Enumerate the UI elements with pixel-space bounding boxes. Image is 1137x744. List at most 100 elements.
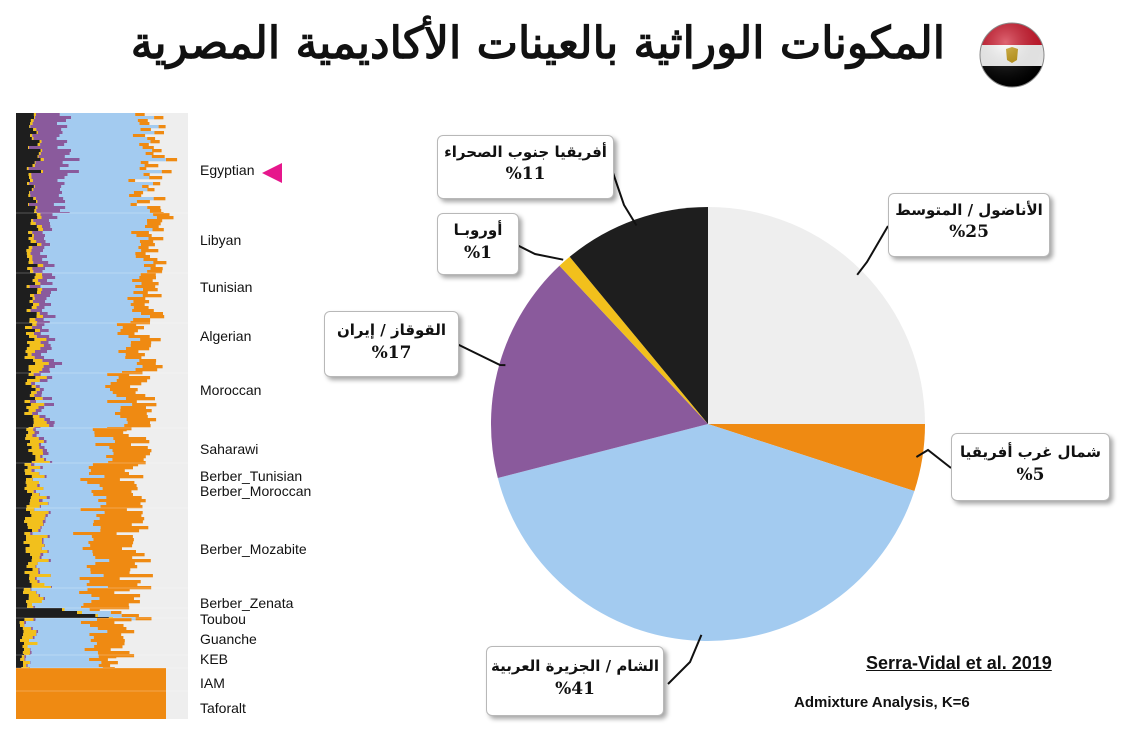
admixture-block-black (16, 586, 32, 590)
admixture-block-lightblue (42, 499, 99, 503)
admixture-block-purple (32, 258, 43, 262)
admixture-block-black (16, 167, 27, 171)
admixture-block-lightblue (41, 443, 96, 447)
admixture-block-orange (86, 583, 138, 587)
admixture-block-black (16, 222, 31, 226)
admixture-block-purple (39, 556, 42, 560)
admixture-block-purple (33, 188, 60, 192)
callout-europe: أوروبـا %1 (437, 213, 519, 275)
admixture-block-lightblue (52, 461, 109, 465)
admixture-block-purple (32, 478, 34, 482)
admixture-block-lightblue (44, 583, 87, 587)
admixture-block-lightblue (39, 472, 89, 476)
admixture-block-orange (141, 249, 159, 253)
admixture-block-lightblue (49, 219, 147, 223)
admixture-block-purple (38, 568, 40, 572)
admixture-block-yellow (77, 611, 82, 615)
admixture-block-purple (33, 261, 49, 265)
admixture-block-purple (31, 463, 35, 467)
admixture-block-orange (147, 219, 163, 223)
admixture-block-lightblue (50, 222, 148, 226)
admixture-block-purple (47, 502, 49, 506)
admixture-block-lightblue (54, 359, 140, 363)
admixture-block-black (16, 642, 24, 646)
admixture-block-orange (139, 240, 154, 244)
admixture-block-yellow (30, 294, 35, 298)
admixture-block-lightblue (40, 285, 136, 289)
admixture-block-orange (130, 321, 150, 325)
admixture-block-orange (133, 306, 149, 310)
admixture-block-purple (36, 630, 39, 634)
admixture-block-purple (40, 347, 52, 351)
admixture-block-lightblue (48, 329, 121, 333)
admixture-block-lightblue (52, 282, 142, 286)
admixture-block-yellow (27, 182, 30, 186)
admixture-block-purple (33, 137, 57, 141)
admixture-block-black (16, 529, 33, 533)
admixture-block-lightblue (36, 434, 95, 438)
admixture-block-purple (41, 216, 58, 220)
admixture-block-black (16, 255, 28, 259)
admixture-block-yellow (23, 588, 31, 592)
admixture-block-black (16, 624, 21, 628)
admixture-block-lightblue (39, 431, 95, 435)
admixture-block-black (16, 179, 31, 183)
admixture-block-black (16, 131, 37, 135)
admixture-block-lightblue (42, 466, 89, 470)
admixture-block-orange (117, 332, 135, 336)
admixture-block-yellow (25, 350, 35, 354)
admixture-block-purple (26, 664, 28, 668)
admixture-block-orange (90, 624, 124, 628)
admixture-block-black (16, 294, 31, 298)
admixture-block-purple (40, 455, 43, 459)
admixture-block-black (16, 194, 29, 198)
admixture-block-orange (73, 532, 117, 536)
admixture-block-orange (152, 228, 164, 232)
admixture-block-lightblue (47, 379, 117, 383)
admixture-block-lightblue (61, 185, 142, 189)
admixture-block-orange (145, 152, 154, 156)
admixture-block-yellow (37, 264, 44, 268)
admixture-block-purple (43, 170, 79, 174)
admixture-block-orange (129, 194, 142, 198)
admixture-block-yellow (32, 568, 39, 572)
admixture-block-orange (130, 203, 137, 207)
admixture-block-purple (24, 655, 27, 659)
admixture-block-black (16, 463, 25, 467)
admixture-block-orange (104, 511, 143, 515)
admixture-block-purple (31, 469, 35, 473)
admixture-block-purple (39, 493, 40, 497)
admixture-block-black (16, 140, 40, 144)
admixture-block-yellow (25, 382, 32, 386)
admixture-block-purple (37, 580, 40, 584)
admixture-block-purple (35, 577, 37, 581)
admixture-block-black (16, 484, 27, 488)
admixture-block-yellow (24, 642, 38, 646)
admixture-block-orange (98, 499, 146, 503)
admixture-block-yellow (31, 446, 40, 450)
admixture-block-orange (93, 493, 133, 497)
admixture-block-black (16, 243, 37, 247)
admixture-block-black (16, 574, 30, 578)
admixture-block-lightblue (52, 273, 141, 277)
admixture-block-purple (29, 203, 54, 207)
admixture-block-black (16, 461, 32, 465)
admixture-block-purple (35, 318, 44, 322)
admixture-block-yellow (25, 326, 33, 330)
admixture-block-purple (36, 391, 43, 395)
admixture-block-lightblue (26, 655, 99, 659)
admixture-block-yellow (26, 565, 36, 569)
admixture-block-orange (156, 216, 174, 220)
admixture-block-yellow (27, 353, 32, 357)
admixture-block-lightblue (53, 424, 125, 428)
admixture-block-orange (152, 149, 162, 153)
admixture-block-black (16, 347, 27, 351)
admixture-block-purple (35, 161, 63, 165)
admixture-block-yellow (38, 152, 41, 156)
admixture-block-yellow (23, 630, 37, 634)
admixture-block-yellow (35, 329, 41, 333)
admixture-block-purple (46, 496, 50, 500)
admixture-block-orange (133, 191, 144, 195)
admixture-block-orange (90, 571, 130, 575)
admixture-block-black (16, 125, 30, 129)
